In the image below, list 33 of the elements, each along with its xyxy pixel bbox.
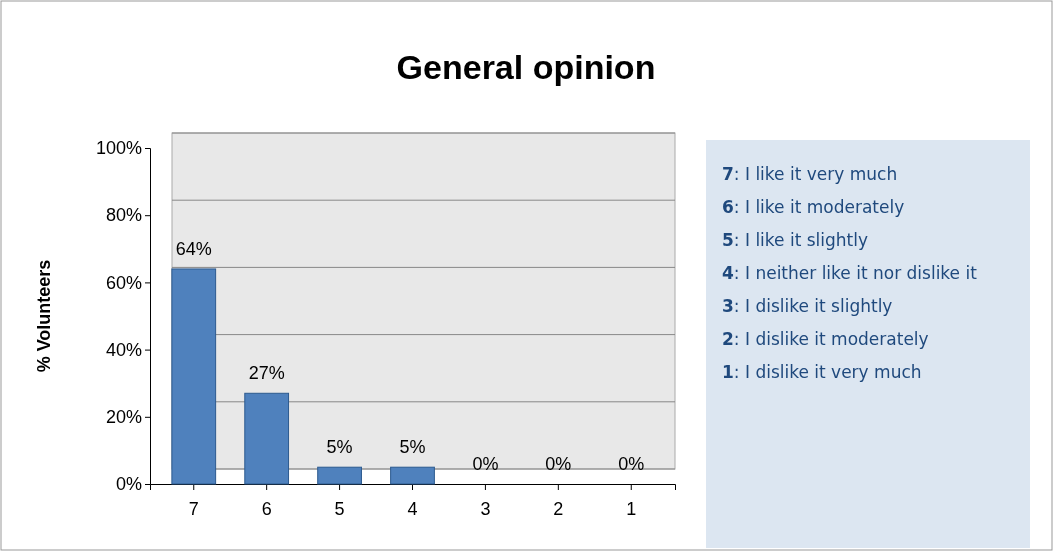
text: 4: I neither like it nor dislike it	[722, 263, 977, 283]
x-tick-label: 2	[553, 498, 564, 519]
data-label: 5%	[399, 437, 426, 458]
text: 5: I like it slightly	[722, 230, 869, 250]
x-tick-label: 3	[480, 498, 491, 519]
x-tick-label: 4	[407, 498, 418, 519]
bar	[171, 268, 217, 485]
data-label: 0%	[472, 454, 499, 474]
data-label: 27%	[248, 363, 285, 384]
chart-title: General opinion	[396, 48, 656, 86]
x-tick-label: 6	[261, 498, 272, 519]
text: 3: I dislike it slightly	[722, 296, 893, 316]
y-axis-title: % Volunteers	[34, 259, 54, 373]
y-tick-label: 20%	[105, 407, 142, 428]
text: 6: I like it moderately	[722, 197, 905, 217]
text: 1: I dislike it very much	[722, 362, 922, 382]
x-tick-label: 7	[188, 498, 199, 519]
data-label: 64%	[175, 238, 212, 259]
text: 2: I dislike it moderately	[722, 329, 929, 349]
y-tick-label: 60%	[105, 272, 142, 293]
data-label: 5%	[326, 437, 353, 458]
data-label: 0%	[618, 454, 645, 474]
text: 7: I like it very much	[722, 164, 898, 184]
y-tick-label: 40%	[105, 339, 142, 360]
x-tick-label: 1	[626, 498, 637, 519]
x-tick-label: 5	[334, 498, 345, 519]
y-tick-label: 80%	[105, 205, 142, 226]
y-tick-label: 100%	[95, 138, 142, 159]
bar	[390, 466, 435, 485]
bar	[317, 466, 362, 485]
y-tick-label: 0%	[115, 474, 142, 495]
bar	[244, 392, 290, 485]
data-label: 0%	[545, 454, 572, 474]
